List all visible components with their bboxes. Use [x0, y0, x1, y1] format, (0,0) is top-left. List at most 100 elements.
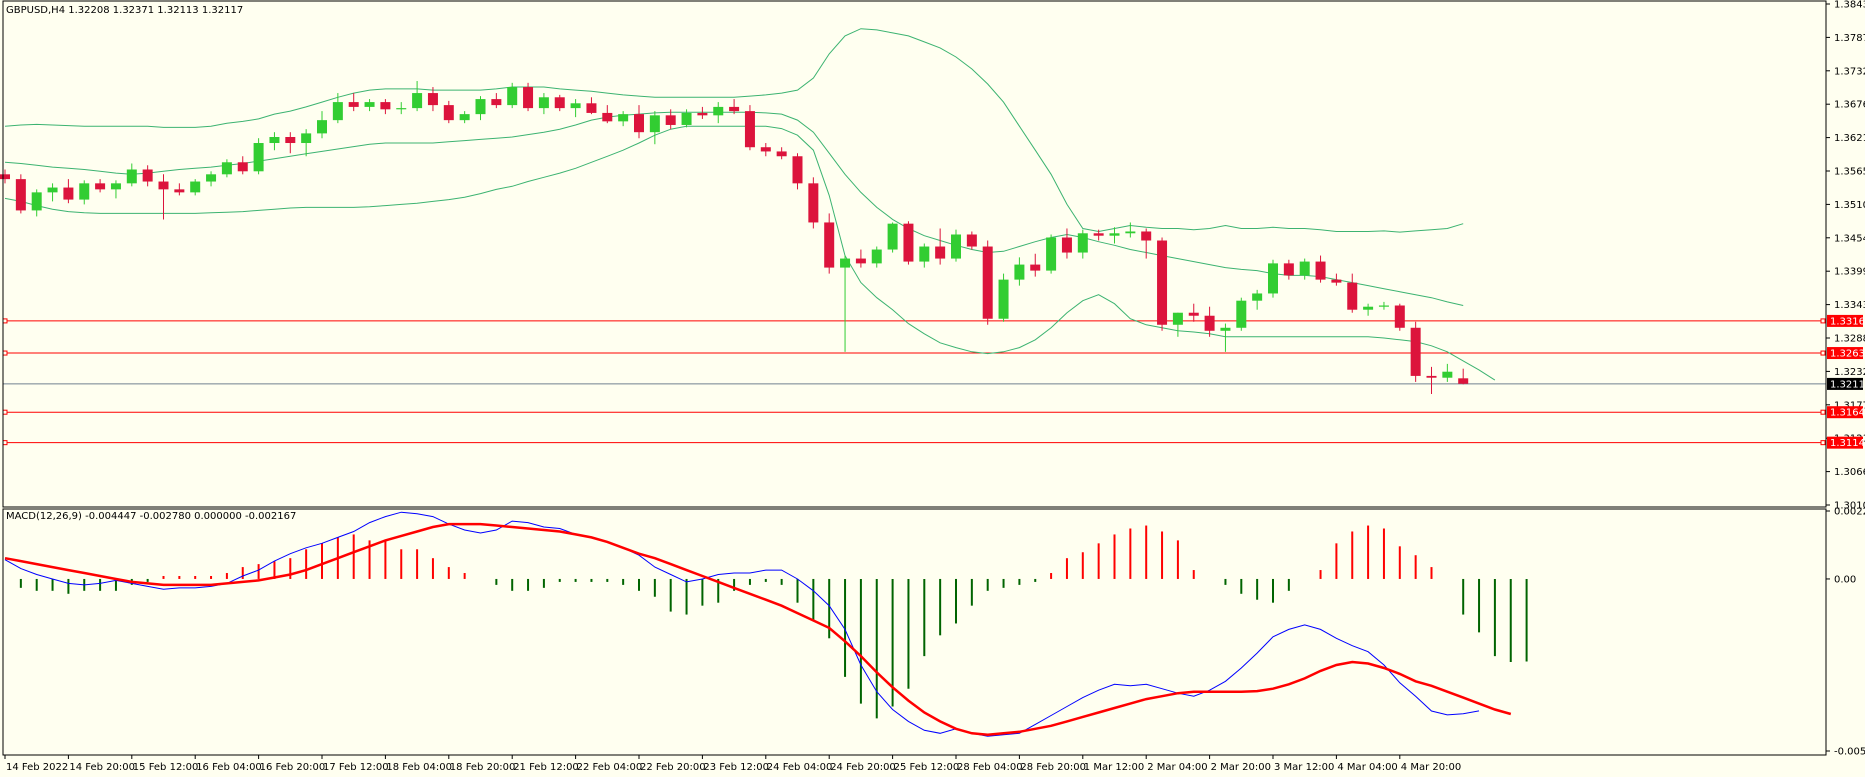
level-handle-right[interactable]: [1820, 318, 1826, 324]
candle-bear[interactable]: [1458, 378, 1469, 384]
candle-bear[interactable]: [808, 183, 819, 223]
candle-bull[interactable]: [507, 87, 518, 106]
candle-bull[interactable]: [253, 143, 264, 172]
candle-bull[interactable]: [951, 234, 961, 259]
candle-bear[interactable]: [935, 246, 946, 259]
candle-bear[interactable]: [285, 136, 296, 144]
candle-bull[interactable]: [618, 114, 629, 122]
candle-bull[interactable]: [1299, 261, 1310, 276]
candle-bear[interactable]: [1410, 327, 1421, 376]
candle-bear[interactable]: [665, 115, 676, 125]
macd-pane[interactable]: [4, 511, 1528, 737]
candle-bear[interactable]: [1331, 279, 1342, 283]
candle-bull[interactable]: [1077, 233, 1088, 253]
candle-bull[interactable]: [1378, 305, 1389, 307]
level-handle-right[interactable]: [1820, 440, 1826, 446]
level-handle-left[interactable]: [2, 409, 8, 415]
level-handle-right[interactable]: [1820, 409, 1826, 415]
candle-bear[interactable]: [1188, 312, 1199, 316]
candle-bull[interactable]: [1363, 306, 1374, 310]
candle-bull[interactable]: [1109, 233, 1120, 236]
candle-bull[interactable]: [79, 183, 90, 200]
candle-bull[interactable]: [1236, 300, 1247, 328]
candle-bull[interactable]: [570, 103, 581, 109]
candle-bull[interactable]: [1252, 293, 1263, 301]
candle-bull[interactable]: [871, 249, 882, 264]
candle-bear[interactable]: [824, 222, 835, 268]
candle-bear[interactable]: [1283, 263, 1294, 276]
candle-bear[interactable]: [1157, 240, 1168, 325]
candle-bear[interactable]: [855, 258, 866, 264]
candle-bull[interactable]: [538, 97, 549, 109]
candle-bear[interactable]: [443, 105, 454, 121]
candle-bear[interactable]: [1315, 261, 1326, 280]
candle-bear[interactable]: [554, 97, 565, 109]
candle-bull[interactable]: [412, 93, 423, 109]
candle-bull[interactable]: [1268, 263, 1278, 294]
candle-bull[interactable]: [1442, 371, 1453, 378]
candle-bull[interactable]: [887, 223, 898, 250]
candle-bull[interactable]: [919, 246, 930, 262]
candle-bear[interactable]: [427, 93, 438, 106]
candle-bear[interactable]: [1204, 315, 1215, 331]
candle-bear[interactable]: [1141, 231, 1152, 241]
candle-bull[interactable]: [110, 183, 121, 190]
candle-bear[interactable]: [1030, 264, 1041, 271]
candle-bear[interactable]: [729, 106, 740, 112]
candle-bear[interactable]: [760, 147, 771, 152]
candle-bear[interactable]: [491, 99, 502, 106]
candle-bear[interactable]: [15, 179, 26, 211]
candle-bear[interactable]: [982, 246, 993, 319]
candle-bull[interactable]: [301, 133, 312, 144]
candle-bull[interactable]: [998, 279, 1009, 319]
candle-bull[interactable]: [317, 120, 327, 134]
candle-bear[interactable]: [158, 181, 169, 190]
candle-bear[interactable]: [237, 162, 248, 172]
candle-bull[interactable]: [269, 136, 280, 144]
candle-bull[interactable]: [1014, 264, 1025, 280]
candle-bull[interactable]: [364, 102, 375, 107]
candle-bull[interactable]: [1172, 312, 1183, 325]
candle-bull[interactable]: [475, 99, 486, 115]
level-handle-left[interactable]: [2, 350, 8, 356]
candle-bull[interactable]: [681, 112, 692, 125]
candle-bear[interactable]: [1061, 237, 1072, 253]
candle-bear[interactable]: [1093, 233, 1104, 236]
candle-bear[interactable]: [95, 183, 106, 190]
candle-bear[interactable]: [63, 187, 74, 200]
candle-bull[interactable]: [1046, 237, 1057, 271]
candle-bear[interactable]: [697, 112, 708, 116]
candle-bear[interactable]: [792, 156, 803, 184]
candle-bear[interactable]: [142, 169, 153, 182]
candle-bear[interactable]: [903, 223, 914, 262]
candle-bull[interactable]: [396, 108, 407, 110]
candle-bear[interactable]: [1426, 375, 1437, 378]
candle-bull[interactable]: [332, 102, 343, 121]
candle-bear[interactable]: [380, 102, 391, 110]
candle-bear[interactable]: [744, 111, 755, 148]
candle-bull[interactable]: [713, 106, 724, 116]
candle-bear[interactable]: [1394, 305, 1405, 328]
candle-bear[interactable]: [586, 103, 597, 113]
candle-bull[interactable]: [840, 258, 851, 268]
level-handle-right[interactable]: [1820, 350, 1826, 356]
level-handle-left[interactable]: [2, 318, 8, 324]
candle-bear[interactable]: [348, 102, 359, 107]
candle-bear[interactable]: [523, 87, 534, 109]
candle-bull[interactable]: [206, 174, 217, 182]
candle-bull[interactable]: [1125, 231, 1136, 234]
candle-bull[interactable]: [31, 192, 42, 211]
candle-bear[interactable]: [174, 189, 185, 193]
candle-bull[interactable]: [459, 114, 470, 121]
candle-bull[interactable]: [126, 169, 137, 184]
candle-bull[interactable]: [221, 162, 232, 175]
candle-bull[interactable]: [190, 181, 201, 193]
candle-bear[interactable]: [634, 114, 644, 133]
price-pane[interactable]: [0, 28, 1826, 446]
candle-bear[interactable]: [966, 234, 977, 247]
candle-bull[interactable]: [1220, 327, 1231, 331]
candle-bear[interactable]: [776, 151, 787, 157]
candle-bull[interactable]: [649, 115, 660, 133]
candle-bear[interactable]: [1347, 282, 1358, 310]
